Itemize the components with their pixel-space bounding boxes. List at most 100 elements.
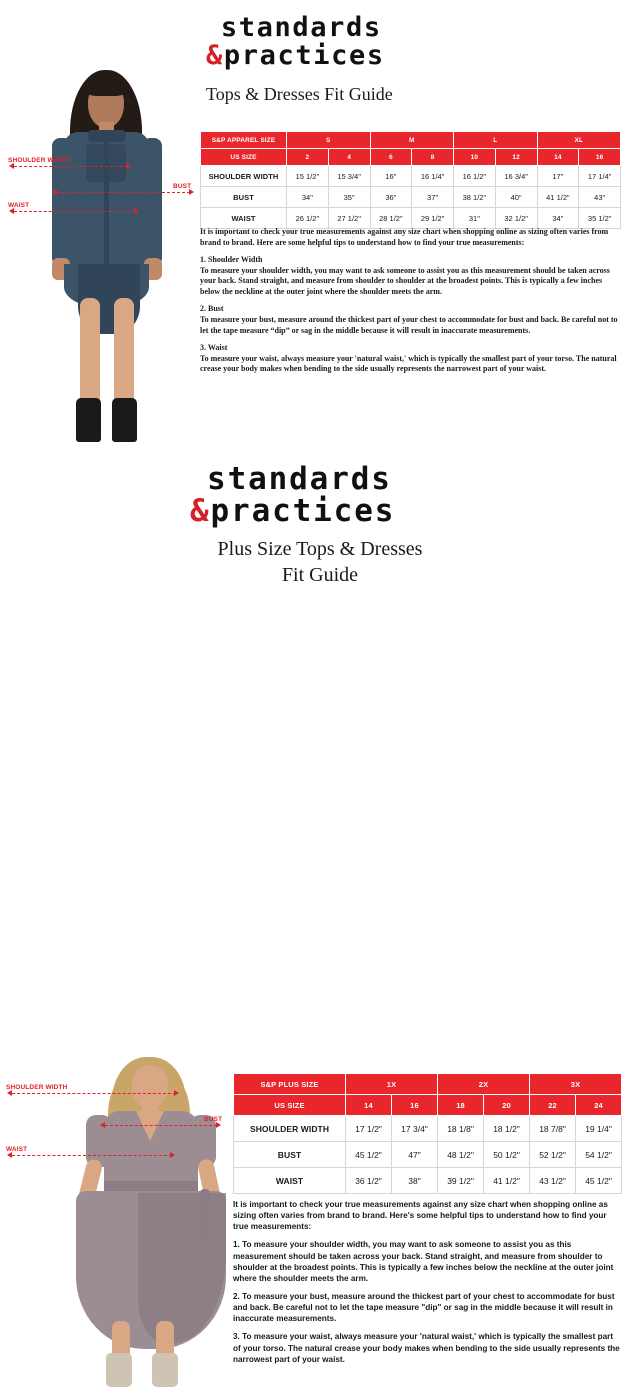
table-row: SHOULDER WIDTH 17 1/2" 17 3/4" 18 1/8" 1… — [233, 1115, 623, 1142]
standard-row-label-shoulder: SHOULDER WIDTH — [200, 165, 287, 187]
plus-guide-title-line1: Plus Size Tops & Dresses — [217, 538, 423, 560]
standard-instructions: It is important to check your true measu… — [200, 227, 620, 375]
brand-logo-line2: &practices — [206, 42, 385, 70]
standard-size-table-ussize-row: US SIZE 2 4 6 8 10 12 14 16 — [200, 148, 622, 166]
plus-model-skirt-wrap — [138, 1193, 226, 1343]
table-cell: 45 1/2" — [575, 1167, 623, 1194]
table-cell: 26 1/2" — [286, 207, 329, 229]
callout-bust-label: BUST — [173, 183, 192, 190]
standard-size-table-group-row: S&P APPAREL SIZE S M L XL — [200, 131, 622, 149]
plus-model-sash — [200, 1189, 210, 1241]
table-cell: 18 1/2" — [483, 1115, 531, 1142]
table-cell: 38 1/2" — [453, 186, 496, 208]
table-cell: 38" — [390, 1167, 439, 1194]
standard-tip2-heading: 2. Bust — [200, 304, 224, 314]
standard-model-photo — [18, 58, 193, 448]
brand-logo-plus-line2: &practices — [190, 495, 395, 527]
plus-intro-paragraph: It is important to check your true measu… — [233, 1200, 608, 1232]
plus-callout-shoulder-width-line — [12, 1093, 176, 1094]
table-row: BUST 34" 35" 36" 37" 38 1/2" 40" 41 1/2"… — [200, 186, 622, 208]
plus-row-label-waist: WAIST — [233, 1167, 346, 1194]
plus-model-photo — [8, 1053, 233, 1393]
table-cell: 18 7/8" — [529, 1115, 577, 1142]
plus-size-table-group-row: S&P PLUS SIZE 1X 2X 3X — [233, 1073, 623, 1095]
callout-bust-arrow-left — [52, 189, 57, 195]
table-cell: 41 1/2" — [483, 1167, 531, 1194]
brand-logo-plus-line1: standards — [207, 461, 392, 497]
plus-callout-waist-arrow-right — [170, 1152, 175, 1158]
model-leg-left — [80, 298, 100, 406]
plus-callout-bust-line — [105, 1125, 217, 1126]
callout-shoulder-width-line — [14, 166, 128, 167]
standard-tip2-body: To measure your bust, measure around the… — [200, 314, 618, 335]
table-cell: 40" — [494, 186, 538, 208]
table-cell: 29 1/2" — [411, 207, 455, 229]
plus-us-size-22: 22 — [529, 1094, 577, 1116]
model-leg-right — [114, 298, 134, 406]
table-cell: 18 1/8" — [437, 1115, 485, 1142]
size-guide-page: standards &practices Tops & Dresses Fit … — [6, 12, 623, 1387]
model-dress-lace-bib — [86, 144, 126, 182]
table-cell: 19 1/4" — [575, 1115, 623, 1142]
standard-us-size-8: 8 — [411, 148, 455, 166]
table-cell: 34" — [536, 207, 580, 229]
plus-size-table-head: S&P PLUS SIZE 1X 2X 3X US SIZE 14 16 18 … — [233, 1073, 623, 1116]
standard-guide-title: Tops & Dresses Fit Guide — [206, 84, 393, 104]
standard-tip3-body: To measure your waist, always measure yo… — [200, 353, 617, 374]
table-cell: 36" — [369, 186, 413, 208]
standard-row-label-bust: BUST — [200, 186, 287, 208]
table-cell: 15 3/4" — [327, 165, 371, 187]
standard-intro-paragraph: It is important to check your true measu… — [200, 227, 609, 247]
model-dress-collar — [88, 130, 126, 142]
plus-us-size-20: 20 — [483, 1094, 531, 1116]
standard-row-label-waist: WAIST — [200, 207, 287, 229]
table-cell: 32 1/2" — [494, 207, 538, 229]
standard-us-size-12: 12 — [494, 148, 538, 166]
table-cell: 15 1/2" — [286, 165, 329, 187]
table-cell: 31" — [453, 207, 496, 229]
brand-logo-line1: standards — [220, 12, 382, 43]
table-cell: 45 1/2" — [345, 1141, 392, 1168]
table-cell: 43" — [578, 186, 622, 208]
plus-size-table-ussize-row: US SIZE 14 16 18 20 22 24 — [233, 1094, 623, 1116]
table-cell: 35" — [327, 186, 371, 208]
plus-model-heel-left — [106, 1353, 132, 1387]
model-bootie-right — [112, 398, 137, 442]
model-bootie-left — [76, 398, 101, 442]
brand-logo-plus-ampersand: & — [190, 493, 211, 530]
brand-logo: standards &practices — [206, 12, 385, 70]
plus-callout-shoulder-width-label: SHOULDER WIDTH — [6, 1084, 68, 1091]
standard-group-s: S — [286, 131, 371, 149]
table-cell: 17" — [536, 165, 580, 187]
table-cell: 50 1/2" — [483, 1141, 531, 1168]
table-cell: 34" — [286, 186, 329, 208]
table-cell: 17 3/4" — [390, 1115, 439, 1142]
plus-row-label-shoulder: SHOULDER WIDTH — [233, 1115, 346, 1142]
table-cell: 41 1/2" — [536, 186, 580, 208]
plus-group-1x: 1X — [344, 1073, 439, 1095]
table-cell: 27 1/2" — [327, 207, 371, 229]
table-cell: 48 1/2" — [437, 1141, 485, 1168]
plus-us-size-16: 16 — [390, 1094, 439, 1116]
plus-callout-waist-line — [12, 1155, 172, 1156]
brand-logo-plus-practices: practices — [210, 493, 396, 530]
table-row: WAIST 36 1/2" 38" 39 1/2" 41 1/2" 43 1/2… — [233, 1167, 623, 1194]
standard-tip1-body: To measure your shoulder width, you may … — [200, 265, 610, 296]
table-cell: 17 1/2" — [345, 1115, 392, 1142]
table-cell: 17 1/4" — [578, 165, 622, 187]
callout-waist-line — [14, 211, 136, 212]
plus-instructions: It is important to check your true measu… — [233, 1199, 621, 1365]
plus-callout-shoulder-width-arrow-right — [174, 1090, 179, 1096]
standard-us-size-4: 4 — [327, 148, 371, 166]
table-cell: 16 1/2" — [453, 165, 496, 187]
standard-size-table-head: S&P APPAREL SIZE S M L XL US SIZE 2 4 6 … — [200, 131, 622, 166]
brand-logo-ampersand: & — [206, 40, 224, 72]
brand-logo-plus: standards &practices — [190, 461, 395, 528]
model-sleeve-right — [142, 138, 162, 266]
table-cell: 16 1/4" — [411, 165, 455, 187]
plus-guide-title: Plus Size Tops & Dresses Fit Guide — [190, 537, 450, 588]
plus-row-label-bust: BUST — [233, 1141, 346, 1168]
standard-tip1-heading: 1. Shoulder Width — [200, 255, 263, 265]
plus-us-size-18: 18 — [437, 1094, 485, 1116]
standard-us-size-6: 6 — [369, 148, 413, 166]
